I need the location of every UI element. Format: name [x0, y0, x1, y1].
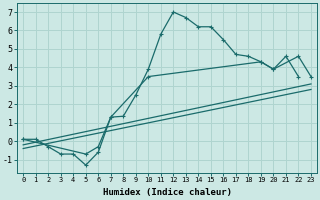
X-axis label: Humidex (Indice chaleur): Humidex (Indice chaleur): [103, 188, 232, 197]
